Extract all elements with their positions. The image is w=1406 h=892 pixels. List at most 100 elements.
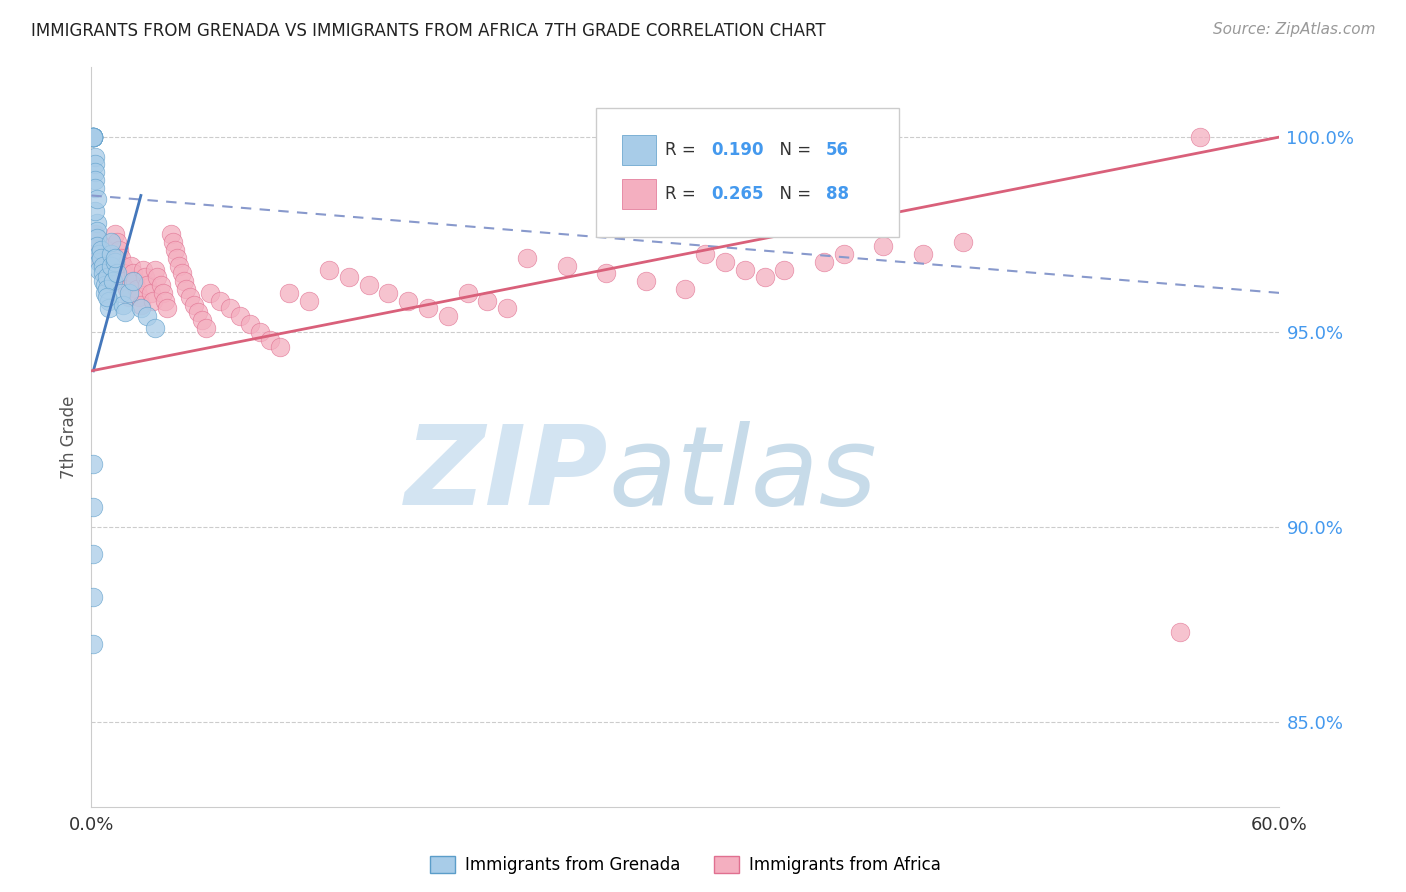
Immigrants from Africa xyxy=(145,270,167,285)
Immigrants from Africa xyxy=(162,235,184,250)
Text: Source: ZipAtlas.com: Source: ZipAtlas.com xyxy=(1212,22,1375,37)
Immigrants from Grenada xyxy=(122,274,145,288)
Immigrants from Africa xyxy=(239,317,262,331)
Immigrants from Africa xyxy=(163,243,186,257)
Text: N =: N = xyxy=(769,186,815,203)
Immigrants from Africa xyxy=(595,267,617,281)
Immigrants from Africa xyxy=(118,290,141,304)
Text: ZIP: ZIP xyxy=(405,421,609,527)
Immigrants from Africa xyxy=(1189,130,1212,145)
Immigrants from Grenada xyxy=(101,274,124,288)
Immigrants from Africa xyxy=(209,293,232,308)
Immigrants from Africa xyxy=(115,282,138,296)
Immigrants from Grenada xyxy=(100,259,122,273)
Immigrants from Africa xyxy=(159,227,181,242)
Immigrants from Grenada xyxy=(90,251,112,265)
Immigrants from Grenada xyxy=(91,259,114,273)
Immigrants from Grenada xyxy=(82,590,104,604)
Immigrants from Africa xyxy=(773,262,796,277)
Immigrants from Africa xyxy=(94,259,117,273)
Immigrants from Africa xyxy=(183,297,205,311)
Bar xyxy=(623,179,655,209)
Immigrants from Africa xyxy=(172,267,194,281)
Immigrants from Africa xyxy=(122,267,145,281)
Immigrants from Africa xyxy=(139,285,162,300)
Immigrants from Africa xyxy=(91,239,114,253)
Immigrants from Grenada xyxy=(91,267,114,281)
Immigrants from Grenada xyxy=(82,130,104,145)
Immigrants from Grenada xyxy=(82,130,104,145)
Immigrants from Africa xyxy=(114,274,136,288)
Text: R =: R = xyxy=(665,186,702,203)
Immigrants from Africa xyxy=(673,282,696,296)
Text: 88: 88 xyxy=(825,186,849,203)
Immigrants from Grenada xyxy=(96,270,118,285)
Immigrants from Africa xyxy=(911,247,934,261)
Immigrants from Africa xyxy=(200,285,222,300)
Immigrants from Africa xyxy=(132,262,155,277)
Immigrants from Africa xyxy=(269,341,291,355)
Immigrants from Africa xyxy=(100,254,122,268)
Immigrants from Grenada xyxy=(110,285,132,300)
Immigrants from Africa xyxy=(496,301,519,316)
Immigrants from Africa xyxy=(832,247,855,261)
Immigrants from Africa xyxy=(754,270,776,285)
Immigrants from Grenada xyxy=(86,223,108,237)
Immigrants from Grenada xyxy=(98,293,121,308)
Text: 56: 56 xyxy=(825,141,849,159)
Immigrants from Africa xyxy=(108,243,131,257)
Immigrants from Africa xyxy=(1170,624,1192,639)
Immigrants from Grenada xyxy=(82,130,104,145)
Immigrants from Africa xyxy=(112,259,135,273)
Immigrants from Grenada xyxy=(89,262,111,277)
Immigrants from Grenada xyxy=(112,297,135,311)
Immigrants from Grenada xyxy=(91,274,114,288)
Immigrants from Grenada xyxy=(86,239,108,253)
Immigrants from Africa xyxy=(100,247,122,261)
Immigrants from Africa xyxy=(516,251,538,265)
Immigrants from Africa xyxy=(86,239,108,253)
Immigrants from Grenada xyxy=(100,235,122,250)
Immigrants from Africa xyxy=(142,293,165,308)
Immigrants from Africa xyxy=(734,262,756,277)
Immigrants from Africa xyxy=(555,259,578,273)
Immigrants from Africa xyxy=(152,285,174,300)
Immigrants from Grenada xyxy=(82,130,104,145)
Immigrants from Africa xyxy=(120,259,142,273)
Immigrants from Grenada xyxy=(84,149,107,163)
Immigrants from Grenada xyxy=(82,130,104,145)
Immigrants from Africa xyxy=(457,285,479,300)
Immigrants from Africa xyxy=(298,293,321,308)
Immigrants from Africa xyxy=(337,270,360,285)
Text: IMMIGRANTS FROM GRENADA VS IMMIGRANTS FROM AFRICA 7TH GRADE CORRELATION CHART: IMMIGRANTS FROM GRENADA VS IMMIGRANTS FR… xyxy=(31,22,825,40)
Immigrants from Grenada xyxy=(129,301,152,316)
Immigrants from Grenada xyxy=(82,130,104,145)
Immigrants from Africa xyxy=(96,267,118,281)
Immigrants from Grenada xyxy=(89,247,111,261)
Immigrants from Grenada xyxy=(82,130,104,145)
Immigrants from Grenada xyxy=(98,301,121,316)
Immigrants from Grenada xyxy=(118,285,141,300)
Immigrants from Africa xyxy=(191,313,214,327)
Immigrants from Africa xyxy=(112,267,135,281)
Immigrants from Grenada xyxy=(94,278,117,293)
Immigrants from Grenada xyxy=(86,193,108,207)
Immigrants from Africa xyxy=(135,278,157,293)
Immigrants from Africa xyxy=(90,254,112,268)
Immigrants from Africa xyxy=(695,247,717,261)
Text: R =: R = xyxy=(665,141,702,159)
Immigrants from Africa xyxy=(249,325,271,339)
Immigrants from Africa xyxy=(166,251,188,265)
Immigrants from Grenada xyxy=(114,305,136,319)
Text: atlas: atlas xyxy=(609,421,877,527)
Immigrants from Grenada xyxy=(86,231,108,245)
Immigrants from Grenada xyxy=(86,216,108,230)
Immigrants from Africa xyxy=(176,282,198,296)
Immigrants from Africa xyxy=(167,259,190,273)
Immigrants from Africa xyxy=(101,262,124,277)
Immigrants from Grenada xyxy=(96,282,118,296)
Immigrants from Grenada xyxy=(94,285,117,300)
Immigrants from Grenada xyxy=(90,243,112,257)
FancyBboxPatch shape xyxy=(596,108,900,237)
Immigrants from Africa xyxy=(278,285,301,300)
